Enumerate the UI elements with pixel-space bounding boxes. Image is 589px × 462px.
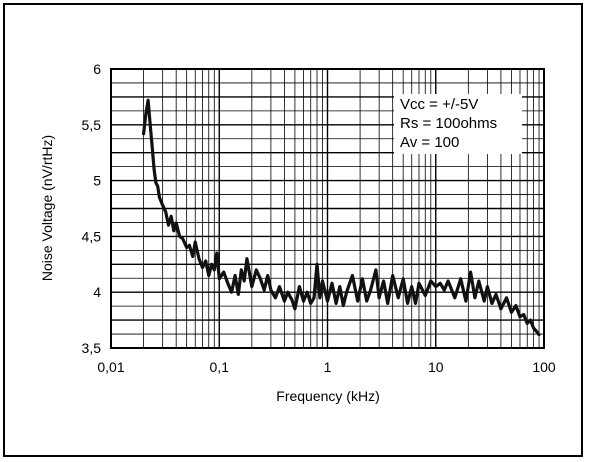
y-tick-label: 4 — [93, 284, 101, 300]
y-tick-labels: 3,5 4 4,5 5 5,5 6 — [82, 61, 102, 356]
annotation-vcc: Vcc = +/-5V — [400, 96, 478, 113]
y-tick-label: 5,5 — [82, 117, 102, 133]
annotation-box — [394, 94, 522, 154]
x-tick-label: 1 — [324, 359, 332, 375]
annotation-rs: Rs = 100ohms — [400, 115, 497, 132]
x-axis-label: Frequency (kHz) — [276, 388, 379, 404]
annotation-av: Av = 100 — [400, 134, 459, 151]
y-axis-label: Noise Voltage (nV/rtHz) — [39, 135, 55, 281]
y-tick-label: 3,5 — [82, 340, 102, 356]
figure-frame — [3, 3, 583, 457]
noise-voltage-series-line — [142, 98, 541, 337]
series-layer — [142, 98, 541, 337]
x-tick-labels: 0,01 0,1 1 10 100 — [97, 359, 556, 375]
x-tick-label: 0,01 — [97, 359, 124, 375]
y-tick-label: 5 — [93, 173, 101, 189]
x-tick-label: 100 — [532, 359, 556, 375]
plot-area-border — [110, 68, 545, 349]
x-tick-label: 10 — [428, 359, 444, 375]
y-tick-label: 4,5 — [82, 228, 102, 244]
x-tick-label: 0,1 — [210, 359, 230, 375]
y-tick-label: 6 — [93, 61, 101, 77]
